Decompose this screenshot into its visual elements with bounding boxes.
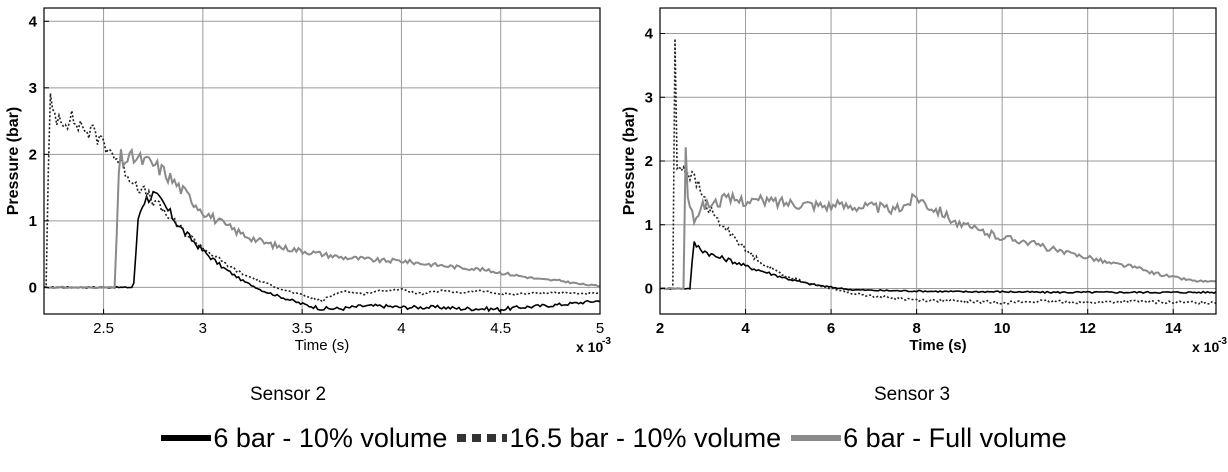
x-tick-label: 2	[656, 320, 664, 337]
axes-frame	[43, 7, 601, 315]
y-tick-label: 0	[29, 279, 37, 296]
x-tick-label: 3	[199, 320, 207, 337]
x-tick-label: 5	[596, 320, 604, 337]
x-multiplier-exponent: -3	[602, 336, 611, 347]
x-axis-label: Time (s)	[909, 337, 966, 354]
x-multiplier: x 10	[576, 339, 603, 355]
series-16-5bar-10pct	[44, 93, 600, 303]
y-tick-label: 2	[29, 146, 37, 163]
legend-item-6bar-10pct: 6 bar - 10% volume	[161, 423, 447, 454]
series-16-5bar-10pct	[660, 38, 1216, 305]
x-tick-label: 6	[827, 320, 835, 337]
x-tick-label: 8	[912, 320, 920, 337]
x-axis-label: Time (s)	[295, 337, 349, 354]
legend-label: 16.5 bar - 10% volume	[509, 422, 782, 453]
x-tick-label: 3.5	[292, 320, 313, 337]
chart-panel-1: 2.5 3 3.5 4 4.5 5 0 1 2 3 4 Time (s) Pressure (bar) x…	[5, 7, 611, 355]
series-6bar-10pct	[660, 241, 1216, 295]
x-tick-label: 4	[397, 320, 405, 337]
legend-item-16-5bar-10pct: 16.5 bar - 10% volume	[457, 423, 781, 454]
x-multiplier-exponent: -3	[1218, 336, 1227, 347]
legend-swatch-solid-gray	[791, 435, 842, 441]
y-tick-label: 3	[645, 89, 653, 106]
y-tick-label: 4	[645, 26, 654, 43]
x-tick-label: 4.5	[490, 320, 511, 337]
y-tick-label: 3	[29, 80, 37, 97]
caption-sensor-2: Sensor 2	[250, 384, 327, 405]
series-6bar-10pct	[44, 190, 600, 313]
caption-sensor-3: Sensor 3	[874, 384, 951, 405]
series-6bar-full	[44, 147, 600, 290]
x-tick-label: 10	[994, 320, 1011, 337]
x-multiplier: x 10	[1192, 339, 1219, 355]
x-tick-label: 14	[1165, 320, 1182, 337]
legend-swatch-dotted	[457, 434, 508, 442]
legend-swatch-solid-black	[161, 435, 212, 441]
series-6bar-full	[660, 147, 1216, 291]
y-tick-label: 1	[29, 213, 37, 230]
y-axis-label: Pressure (bar)	[621, 107, 638, 216]
y-tick-label: 0	[645, 281, 653, 298]
x-tick-label: 12	[1079, 320, 1096, 337]
y-tick-label: 2	[645, 153, 653, 170]
y-tick-label: 1	[645, 217, 653, 234]
legend-item-6bar-full: 6 bar - Full volume	[791, 423, 1067, 454]
y-tick-label: 4	[29, 13, 38, 30]
x-tick-label: 2.5	[93, 320, 114, 337]
x-tick-label: 4	[741, 320, 750, 337]
legend-label: 6 bar - 10% volume	[213, 422, 448, 453]
legend-label: 6 bar - Full volume	[843, 422, 1067, 453]
legend: 6 bar - 10% volume 16.5 bar - 10% volume…	[0, 416, 1228, 460]
y-axis-label: Pressure (bar)	[5, 107, 22, 216]
